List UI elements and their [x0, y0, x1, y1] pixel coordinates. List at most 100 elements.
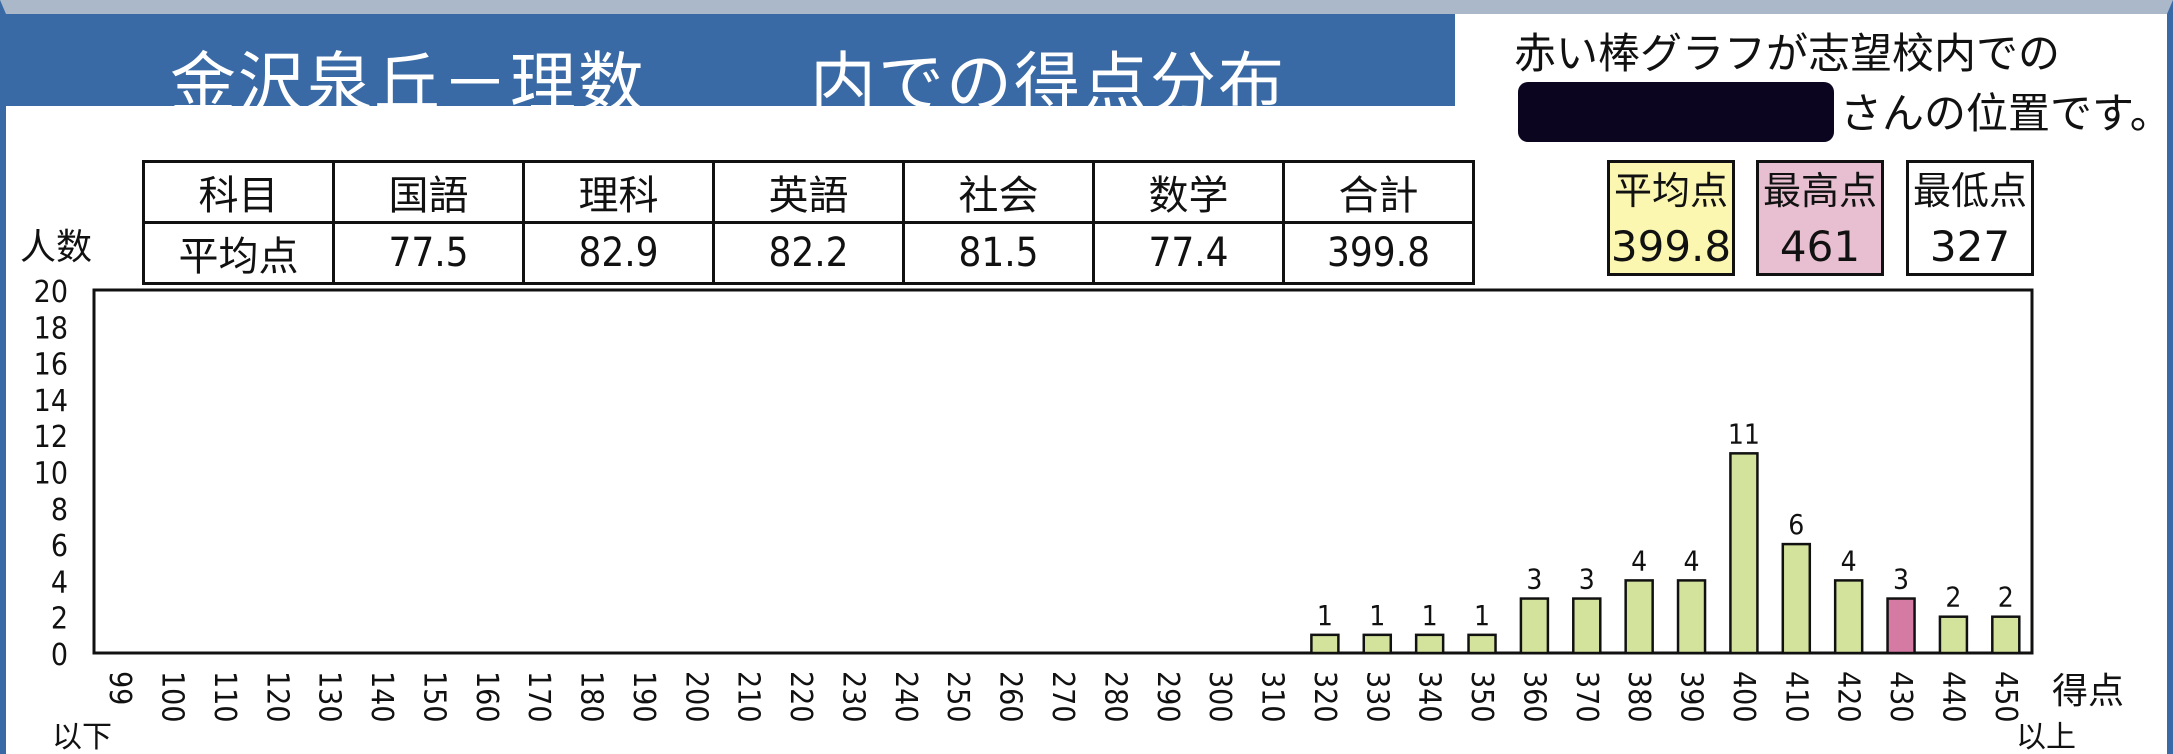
- bar-value-label: 2: [1998, 581, 2014, 614]
- bar: [1781, 542, 1812, 655]
- bar-value-label: 3: [1893, 563, 1909, 596]
- bar-value-label: 1: [1422, 599, 1438, 632]
- bar: [1938, 615, 1969, 655]
- bar: [1624, 579, 1654, 655]
- bar-value-label: 4: [1684, 544, 1700, 577]
- x-tick-label: 450: [1988, 671, 2023, 723]
- table-cell: 81.5: [902, 221, 1095, 285]
- plot-area: [92, 288, 2034, 655]
- bar-value-label: 6: [1788, 508, 1804, 541]
- bar-value-label: 1: [1474, 599, 1490, 632]
- y-tick-label: 18: [34, 311, 68, 346]
- bar-value-label: 4: [1631, 544, 1647, 577]
- redacted-name: [1518, 82, 1834, 142]
- x-tick-label: 270: [1045, 671, 1080, 723]
- min-score-box: 最低点 327: [1906, 160, 2034, 276]
- bar: [1310, 633, 1340, 655]
- table-cell: 82.9: [522, 221, 715, 285]
- x-tick-label: 390: [1674, 671, 1709, 723]
- x-tick-label: 330: [1359, 671, 1394, 723]
- x-tick-label: 99: [102, 671, 137, 705]
- x-below-label: 以下: [52, 720, 112, 754]
- x-tick-label: 300: [1202, 671, 1237, 723]
- x-tick-label: 320: [1307, 671, 1342, 723]
- min-score-value: 327: [1929, 222, 2011, 271]
- x-tick-label: 100: [155, 671, 190, 723]
- x-tick-label: 200: [678, 671, 713, 723]
- bar: [1519, 597, 1550, 655]
- table-header-cell: 数学: [1092, 160, 1285, 224]
- x-tick-label: 290: [1150, 671, 1185, 723]
- x-tick-label: 340: [1412, 671, 1447, 723]
- y-tick-label: 20: [34, 275, 68, 310]
- y-tick-label: 0: [51, 638, 68, 673]
- bar-value-label: 3: [1579, 563, 1595, 596]
- note-line1: 赤い棒グラフが志望校内での: [1514, 29, 2061, 78]
- bar: [1729, 452, 1759, 655]
- y-tick-label: 10: [34, 457, 68, 492]
- average-score-box: 平均点 399.8: [1607, 160, 1735, 276]
- x-tick-label: 410: [1778, 671, 1813, 723]
- y-tick-label: 4: [51, 565, 68, 600]
- bar-value-label: 1: [1369, 599, 1385, 632]
- max-score-box: 最高点 461: [1756, 160, 1884, 276]
- x-tick-label: 370: [1569, 671, 1604, 723]
- highlight-bar: [1886, 597, 1916, 655]
- x-tick-label: 280: [1097, 671, 1132, 723]
- bar: [1467, 633, 1497, 655]
- y-tick-label: 2: [51, 602, 68, 637]
- title-banner: 金沢泉丘－理数 内での得点分布: [0, 14, 1455, 122]
- y-tick-label: 6: [51, 529, 68, 564]
- table-cell: 77.5: [332, 221, 525, 285]
- x-axis-title: 得点: [2052, 671, 2125, 712]
- min-score-label: 最低点: [1912, 169, 2027, 213]
- table-header-cell: 社会: [902, 160, 1095, 224]
- x-tick-label: 260: [993, 671, 1028, 723]
- table-header-row: 科目 国語 理科 英語 社会 数学 合計: [142, 160, 1475, 224]
- max-score-value: 461: [1779, 222, 1861, 271]
- x-tick-label: 400: [1726, 671, 1761, 723]
- table-cell: 77.4: [1092, 221, 1285, 285]
- x-tick-label: 190: [626, 671, 661, 723]
- x-tick-label: 380: [1621, 671, 1656, 723]
- bar: [1572, 597, 1602, 655]
- table-header-cell: 英語: [712, 160, 905, 224]
- x-tick-label: 160: [469, 671, 504, 723]
- bar-value-label: 4: [1841, 544, 1857, 577]
- x-tick-label: 440: [1935, 671, 1970, 723]
- title-school: 金沢泉丘－理数: [170, 45, 646, 122]
- x-tick-label: 120: [259, 671, 294, 723]
- x-tick-label: 350: [1464, 671, 1499, 723]
- table-header-cell: 合計: [1282, 160, 1475, 224]
- x-tick-label: 110: [207, 671, 242, 723]
- y-tick-label: 8: [51, 493, 68, 528]
- bar: [1991, 615, 2021, 655]
- x-tick-label: 230: [835, 671, 870, 723]
- table-header-cell: 理科: [522, 160, 715, 224]
- x-tick-label: 420: [1831, 671, 1866, 723]
- bar: [1414, 633, 1445, 655]
- table-row: 平均点 77.5 82.9 82.2 81.5 77.4 399.8: [142, 221, 1475, 285]
- bar-value-label: 1: [1317, 599, 1333, 632]
- x-tick-label: 130: [312, 671, 347, 723]
- note-line2: さんの位置です。: [1840, 89, 2172, 138]
- x-tick-label: 220: [783, 671, 818, 723]
- table-row-label: 平均点: [142, 221, 335, 285]
- bar: [1833, 579, 1864, 655]
- bar-value-label: 2: [1945, 581, 1961, 614]
- title-distribution: 内での得点分布: [810, 45, 1286, 122]
- average-score-table: 科目 国語 理科 英語 社会 数学 合計 平均点 77.5 82.9 82.2 …: [142, 160, 1475, 285]
- average-score-label: 平均点: [1613, 169, 1728, 213]
- table-header-cell: 国語: [332, 160, 525, 224]
- table-header-cell: 科目: [142, 160, 335, 224]
- max-score-label: 最高点: [1762, 169, 1877, 213]
- x-tick-label: 180: [574, 671, 609, 723]
- average-score-value: 399.8: [1610, 222, 1732, 271]
- y-tick-label: 16: [34, 348, 68, 383]
- table-cell: 399.8: [1282, 221, 1475, 285]
- bar-value-label: 11: [1728, 417, 1760, 450]
- x-tick-label: 250: [940, 671, 975, 723]
- x-tick-label: 140: [364, 671, 399, 723]
- y-tick-label: 12: [34, 420, 68, 455]
